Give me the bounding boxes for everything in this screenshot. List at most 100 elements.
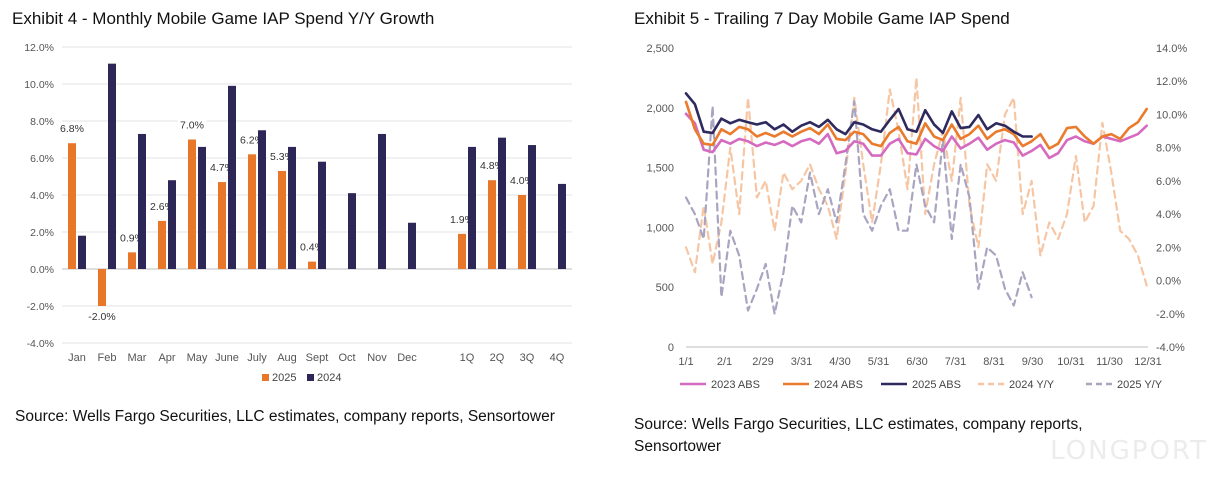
bar-2024	[498, 137, 506, 269]
left-panel: Exhibit 4 - Monthly Mobile Game IAP Spen…	[0, 0, 600, 480]
legend-label: 2024 ABS	[814, 379, 863, 391]
y-tick-label: -2.0%	[27, 301, 54, 313]
x-tick-label: 10/31	[1057, 356, 1085, 368]
data-label-2025: 0.4%	[300, 242, 324, 254]
bar-2025	[218, 182, 226, 269]
y-tick-label: 0.0%	[30, 264, 54, 276]
x-tick-label: 2/29	[752, 356, 773, 368]
x-tick-label: 6/30	[906, 356, 927, 368]
y-tick-label: 10.0%	[24, 79, 54, 91]
x-tick-label: Dec	[397, 352, 417, 364]
data-label-2025: 6.2%	[240, 134, 264, 146]
data-label-2025: 4.8%	[480, 160, 504, 172]
bar-2025	[518, 195, 526, 269]
data-label-2025: 6.8%	[60, 123, 84, 135]
y-right-tick-label: -4.0%	[1156, 342, 1185, 354]
bar-2024	[468, 146, 476, 269]
x-tick-label: 5/31	[868, 356, 889, 368]
x-tick-label: 7/31	[945, 356, 966, 368]
x-tick-label: Nov	[367, 352, 387, 364]
bar-2024	[348, 193, 356, 269]
series-line-2023-abs	[684, 112, 1149, 160]
bar-2025	[248, 154, 256, 269]
bar-2024	[288, 146, 296, 269]
y-right-tick-label: 6.0%	[1156, 176, 1181, 188]
legend-label-2024: 2024	[317, 372, 341, 384]
data-label-2025: 5.3%	[270, 151, 294, 163]
y-left-tick-label: 2,000	[646, 103, 674, 115]
y-tick-label: 4.0%	[30, 190, 54, 202]
x-tick-label: May	[187, 352, 208, 364]
series-line-2025-abs	[684, 92, 1033, 138]
data-label-bg	[177, 118, 207, 132]
data-label-bg	[84, 310, 120, 323]
y-tick-label: 6.0%	[30, 153, 54, 165]
bar-2025	[458, 233, 466, 269]
series-line-2024-abs	[684, 100, 1149, 150]
left-source-note: Source: Wells Fargo Securities, LLC esti…	[15, 408, 555, 425]
bar-2025	[158, 220, 166, 269]
x-tick-label: 8/31	[983, 356, 1004, 368]
data-label-2025: 1.9%	[450, 214, 474, 226]
x-tick-label: 12/31	[1134, 356, 1162, 368]
x-tick-label: Aug	[277, 352, 297, 364]
data-label-bg	[57, 122, 87, 136]
line-chart: 0 500 1,000 1,500 2,000 2,500 -4.0% -2.0% 0.0% 2.…	[646, 43, 1187, 391]
series-line-2025-y-y	[684, 100, 1033, 315]
data-label-2025: 0.9%	[120, 232, 144, 244]
y-tick-label: -4.0%	[27, 338, 54, 350]
x-tick-label: 4Q	[550, 352, 565, 364]
x-tick-label: 11/30	[1096, 356, 1123, 368]
bar-2024	[528, 145, 536, 269]
legend-label: 2024 Y/Y	[1009, 379, 1055, 391]
bar-2024	[198, 146, 206, 269]
x-tick-label: 9/30	[1022, 356, 1043, 368]
legend-label-2025: 2025	[272, 372, 296, 384]
right-chart-title: Exhibit 5 - Trailing 7 Day Mobile Game I…	[634, 9, 1010, 28]
x-tick-label: 3/31	[791, 356, 812, 368]
y-tick-label: 2.0%	[30, 227, 54, 239]
bar-2025	[188, 139, 196, 269]
bar-2025	[68, 143, 76, 269]
legend-label: 2023 ABS	[711, 379, 760, 391]
x-tick-label: 2/1	[717, 356, 732, 368]
bar-chart: -4.0% -2.0% 0.0% 2.0% 4.0% 6.0% 8.0% 10.0% 12.0%…	[24, 42, 572, 384]
x-tick-label: June	[215, 352, 239, 364]
x-tick-label: Mar	[128, 352, 147, 364]
y-tick-label: 12.0%	[24, 42, 54, 54]
bar-2024	[258, 130, 266, 269]
y-right-tick-label: -2.0%	[1156, 309, 1185, 321]
x-tick-label: July	[247, 352, 267, 364]
data-label-2025: 4.7%	[210, 162, 234, 174]
x-tick-label: Feb	[98, 352, 117, 364]
right-panel: Exhibit 5 - Trailing 7 Day Mobile Game I…	[620, 0, 1222, 480]
watermark-logo: LONGPORT	[1050, 436, 1208, 466]
bar-2024	[138, 133, 146, 269]
x-tick-label: Sept	[306, 352, 329, 364]
y-left-tick-label: 0	[668, 342, 674, 354]
bar-2024	[558, 183, 566, 269]
x-tick-label: 3Q	[520, 352, 535, 364]
data-label-2025: 4.0%	[510, 175, 534, 187]
x-tick-label: 1/1	[678, 356, 693, 368]
data-label-2025: 2.6%	[150, 201, 174, 213]
y-tick-label: 8.0%	[30, 116, 54, 128]
x-tick-label: Oct	[338, 352, 355, 364]
bar-2025	[128, 252, 136, 269]
bar-2025	[278, 170, 286, 269]
bar-2024	[108, 63, 116, 270]
legend-label: 2025 ABS	[912, 379, 961, 391]
y-right-tick-label: 12.0%	[1156, 76, 1187, 88]
y-left-tick-label: 2,500	[646, 43, 674, 55]
y-right-tick-label: 10.0%	[1156, 109, 1187, 121]
left-chart-title: Exhibit 4 - Monthly Mobile Game IAP Spen…	[12, 9, 435, 28]
bar-2024	[318, 161, 326, 269]
y-right-tick-label: 8.0%	[1156, 143, 1181, 155]
data-label-2025: 7.0%	[180, 120, 204, 132]
bar-2024	[378, 133, 386, 269]
y-left-tick-label: 1,000	[646, 222, 674, 234]
legend-label: 2025 Y/Y	[1117, 379, 1163, 391]
bar-2025	[98, 269, 106, 306]
x-tick-label: 4/30	[829, 356, 850, 368]
y-right-tick-label: 14.0%	[1156, 43, 1187, 55]
